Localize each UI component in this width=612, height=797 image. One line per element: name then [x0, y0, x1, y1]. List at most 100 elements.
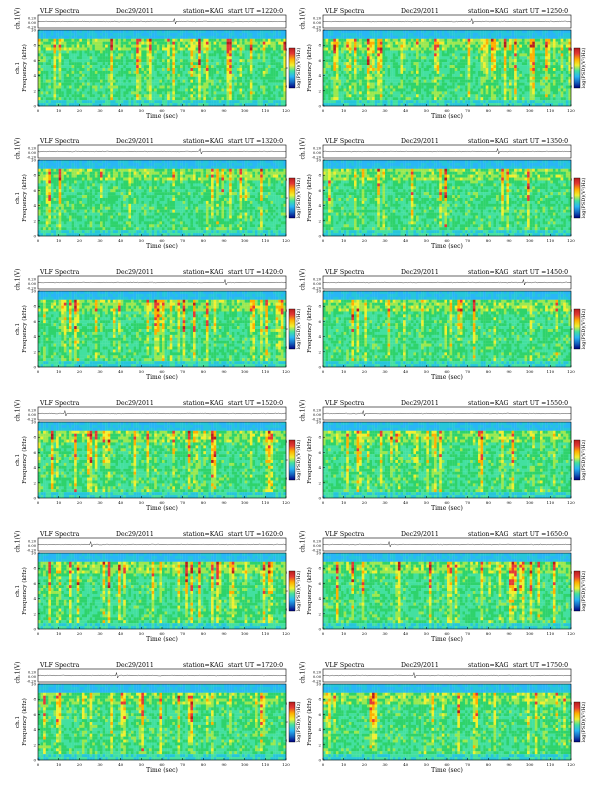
spectrogram-cell [56, 53, 59, 56]
spectrogram-cell [234, 62, 237, 65]
spectrogram-cell [178, 59, 181, 62]
spectrogram-cell [460, 59, 463, 62]
spectrogram-cell [512, 48, 515, 51]
spectrogram-cell [380, 42, 383, 45]
spectrogram-cell [530, 100, 533, 103]
spectrogram-cell [183, 45, 186, 48]
spectrogram-cell [131, 80, 134, 83]
spectrogram-cell [278, 62, 281, 65]
spectrogram-cell [265, 86, 268, 89]
spectrogram-cell [126, 53, 129, 56]
spectrogram-cell [221, 33, 224, 36]
spectrogram-cell [48, 103, 51, 106]
spectrogram-cell [131, 56, 134, 59]
spectrogram-cell [362, 80, 365, 83]
spectrogram-cell [72, 103, 75, 106]
spectrogram-cell [108, 59, 111, 62]
spectrogram-cell [245, 33, 248, 36]
spectrogram-cell [250, 45, 253, 48]
spectrogram-cell [532, 100, 535, 103]
spectrogram-cell [247, 77, 250, 80]
spectrogram-cell [188, 33, 191, 36]
spectrogram-cell [504, 56, 507, 59]
spectrogram-cell [380, 45, 383, 48]
spectrogram-cell [103, 45, 106, 48]
spectrogram-cell [532, 83, 535, 86]
spectrogram-cell [185, 62, 188, 65]
spectrogram-cell [221, 36, 224, 39]
spectrogram-cell [416, 86, 419, 89]
spectrogram-cell [351, 59, 354, 62]
spectrogram-cell [203, 68, 206, 71]
spectrogram-cell [66, 97, 69, 100]
spectrogram-cell [457, 97, 460, 100]
spectrogram-cell [87, 53, 90, 56]
spectrogram-cell [473, 86, 476, 89]
spectrogram-cell [247, 33, 250, 36]
spectrogram-cell [388, 80, 391, 83]
spectrogram-cell [61, 94, 64, 97]
spectrogram-cell [424, 48, 427, 51]
spectrogram-cell [59, 94, 62, 97]
spectrogram-cell [118, 88, 121, 91]
spectrogram-cell [362, 103, 365, 106]
spectrogram-cell [232, 30, 235, 33]
spectrogram-cell [141, 94, 144, 97]
spectrogram-cell [126, 30, 129, 33]
spectrogram-cell [370, 30, 373, 33]
spectrogram-cell [219, 68, 222, 71]
spectrogram-cell [165, 97, 168, 100]
spectrogram-cell [276, 53, 279, 56]
spectrogram-cell [255, 45, 258, 48]
spectrogram-cell [473, 71, 476, 74]
spectrogram-cell [372, 39, 375, 42]
spectrogram-cell [496, 59, 499, 62]
spectrogram-cell [339, 36, 342, 39]
spectrogram-cell [180, 62, 183, 65]
spectrogram-cell [357, 62, 360, 65]
spectrogram-cell [543, 71, 546, 74]
spectrogram-cell [123, 86, 126, 89]
spectrogram-cell [209, 39, 212, 42]
colorbar-label: log(PSD)(V²/Hz) [295, 48, 302, 89]
spectrogram-cell [382, 71, 385, 74]
spectrogram-cell [271, 103, 274, 106]
spectrogram-cell [72, 50, 75, 53]
spectrogram-cell [483, 59, 486, 62]
spectrogram-cell [203, 100, 206, 103]
spectrogram-cell [178, 56, 181, 59]
spectrogram-cell [188, 53, 191, 56]
spectrogram-cell [553, 86, 556, 89]
spectrogram-cell [126, 50, 129, 53]
spectrogram-cell [558, 30, 561, 33]
spectrogram-cell [273, 94, 276, 97]
spectrogram-cell [123, 88, 126, 91]
spectrogram-cell [556, 91, 559, 94]
spectrogram-cell [69, 71, 72, 74]
spectrogram-cell [66, 50, 69, 53]
spectrogram-cell [563, 83, 566, 86]
chart-panel-2: VLF SpectraDec29/2011station=KAGstart UT… [300, 8, 588, 120]
spectrogram-cell [90, 36, 93, 39]
spectrogram-cell [341, 59, 344, 62]
spectrogram-cell [509, 30, 512, 33]
spectrogram-cell [556, 65, 559, 68]
spectrogram-cell [82, 86, 85, 89]
spectrogram-cell [540, 53, 543, 56]
spectrogram-cell [333, 48, 336, 51]
spectrogram-cell [103, 97, 106, 100]
spectrogram-cell [532, 30, 535, 33]
spectrogram-cell [328, 86, 331, 89]
spectrogram-cell [527, 56, 530, 59]
spectrogram-cell [333, 86, 336, 89]
spectrogram-cell [170, 100, 173, 103]
spectrogram-cell [105, 68, 108, 71]
spectrogram-cell [193, 86, 196, 89]
spectrogram-cell [247, 42, 250, 45]
spectrogram-cell [105, 36, 108, 39]
spectrogram-cell [144, 86, 147, 89]
spectrogram-cell [216, 53, 219, 56]
spectrogram-cell [429, 68, 432, 71]
spectrogram-cell [494, 88, 497, 91]
spectrogram-cell [221, 83, 224, 86]
